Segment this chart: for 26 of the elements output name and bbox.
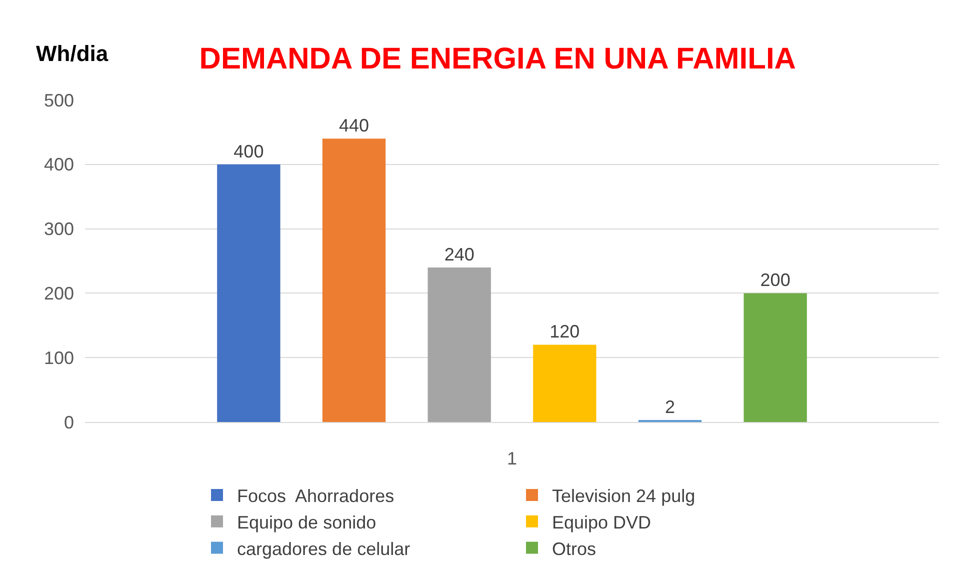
- y-tick-label: 300: [44, 219, 74, 240]
- data-label: 200: [760, 270, 790, 290]
- bar: [217, 164, 280, 422]
- bar: [533, 344, 596, 422]
- bar: [744, 293, 807, 422]
- legend-label: Television 24 pulg: [552, 486, 696, 506]
- legend-label: Equipo DVD: [552, 512, 652, 532]
- y-tick-label: 400: [44, 154, 74, 175]
- y-tick-label: 0: [64, 412, 74, 432]
- legend-label: Equipo de sonido: [237, 512, 376, 532]
- data-label: 440: [338, 116, 370, 136]
- data-label: 120: [550, 322, 580, 342]
- y-axis-title: Wh/dia: [36, 41, 109, 66]
- data-label: 400: [234, 141, 264, 162]
- data-label: 240: [444, 244, 474, 264]
- bar: [322, 138, 386, 422]
- legend-label: cargadores de celular: [237, 538, 410, 559]
- y-tick-label: 200: [44, 284, 74, 304]
- bar: [428, 267, 491, 422]
- y-tick-label: 500: [44, 90, 74, 110]
- legend-label: Otros: [552, 538, 596, 559]
- y-tick-label: 100: [44, 348, 74, 368]
- legend-label: Focos Ahorradores: [237, 486, 394, 506]
- x-tick-label: 1: [506, 448, 518, 469]
- data-label: 2: [664, 397, 675, 417]
- chart-title: DEMANDA DE ENERGIA EN UNA FAMILIA: [199, 42, 796, 76]
